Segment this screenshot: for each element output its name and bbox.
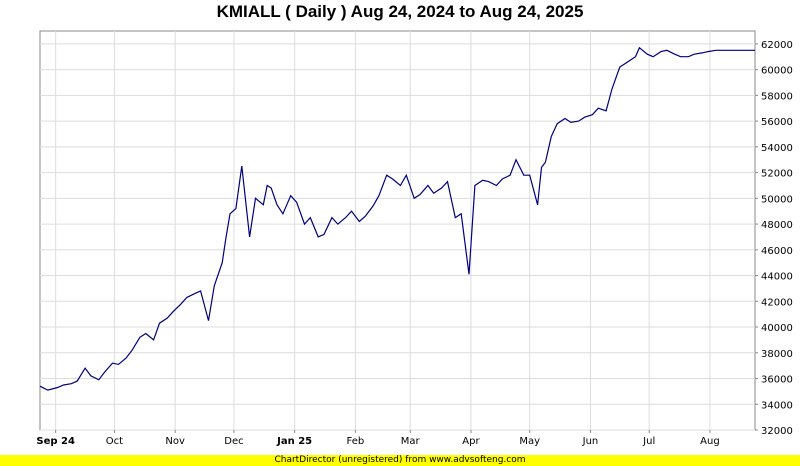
x-tick-label: May (519, 436, 540, 447)
x-tick-label: Nov (165, 436, 185, 447)
x-tick-label: Jun (582, 436, 599, 447)
x-tick-label: Aug (700, 436, 720, 447)
y-tick-label: 32000 (761, 426, 793, 437)
footer-text: ChartDirector (unregistered) from www.ad… (274, 455, 526, 465)
grid-lines (40, 31, 755, 431)
y-tick-label: 48000 (761, 220, 793, 231)
y-tick-label: 58000 (761, 91, 793, 102)
y-axis-ticks: 34000 36000 38000 40000 42000 44000 46000 48000… (755, 40, 793, 437)
x-tick-label: Apr (462, 436, 480, 447)
x-tick-label: Oct (106, 436, 123, 447)
y-tick-label: 38000 (761, 349, 793, 360)
y-tick-label: 42000 (761, 297, 793, 308)
y-tick-label: 46000 (761, 246, 793, 257)
y-tick-label: 50000 (761, 194, 793, 205)
x-tick-label: Sep 24 (36, 436, 75, 447)
y-tick-label: 56000 (761, 117, 793, 128)
x-tick-label: Dec (224, 436, 243, 447)
x-axis-ticks: Sep 24 Oct Nov Dec Jan 25 Feb Mar Apr May Jun Jul A… (36, 430, 720, 447)
footer-banner (0, 455, 800, 466)
chart-title: KMIALL ( Daily ) Aug 24, 2024 to Aug 24,… (216, 2, 584, 21)
y-tick-label: 34000 (761, 400, 793, 411)
y-tick-label: 36000 (761, 375, 793, 386)
series-line (39, 46, 755, 391)
y-tick-label: 60000 (761, 66, 793, 77)
x-tick-label: Jan 25 (276, 436, 312, 447)
plot-area (39, 30, 756, 431)
y-tick-label: 54000 (761, 143, 793, 154)
y-tick-label: 52000 (761, 169, 793, 180)
x-tick-label: Feb (347, 436, 365, 447)
y-tick-label: 44000 (761, 272, 793, 283)
x-tick-label: Jul (642, 436, 655, 447)
y-tick-label: 62000 (761, 40, 793, 51)
y-tick-label: 40000 (761, 323, 793, 334)
x-tick-label: Mar (401, 436, 421, 447)
